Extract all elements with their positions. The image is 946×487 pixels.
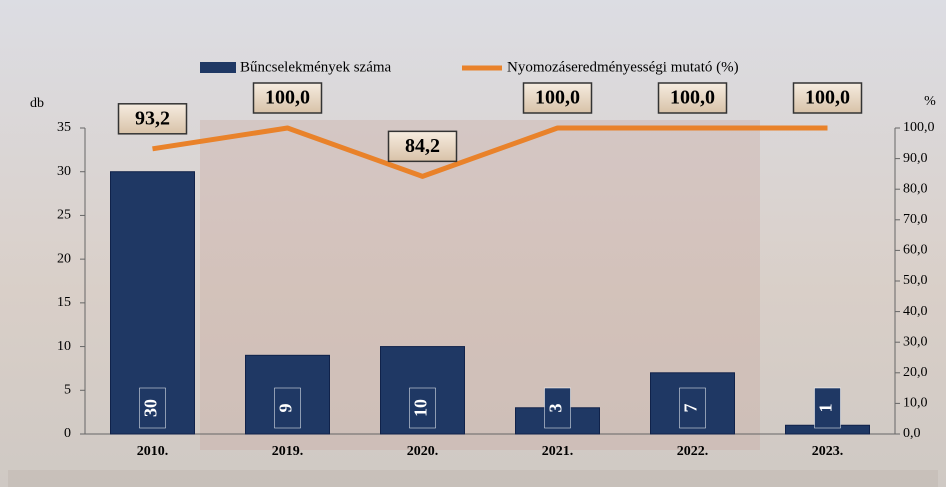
- y2-tick-label: 40,0: [903, 304, 928, 319]
- y2-tick-label: 30,0: [903, 334, 928, 349]
- chart: Bűncselekmények száma Nyomozáseredményes…: [0, 0, 946, 487]
- y-tick-label: 35: [57, 120, 71, 135]
- x-tick-label: 2021.: [542, 444, 574, 459]
- y-tick-label: 0: [64, 426, 71, 441]
- y2-tick-label: 90,0: [903, 151, 928, 166]
- y-tick-label: 15: [57, 295, 71, 310]
- y-tick-label: 5: [64, 383, 71, 398]
- y-axis-label: db: [30, 96, 44, 111]
- line-value-label: 100,0: [535, 87, 580, 109]
- line-value-label: 84,2: [405, 135, 440, 157]
- y2-tick-label: 100,0: [903, 120, 935, 135]
- bar-value-label: 3: [546, 404, 566, 413]
- bar-value-label: 9: [276, 404, 296, 413]
- y2-tick-label: 20,0: [903, 365, 928, 380]
- y-tick-label: 25: [57, 208, 71, 223]
- x-tick-label: 2022.: [677, 444, 709, 459]
- y2-tick-label: 10,0: [903, 396, 928, 411]
- line-value-label: 100,0: [805, 87, 850, 109]
- legend-swatch-bar: [200, 62, 236, 73]
- y2-tick-label: 0,0: [903, 426, 921, 441]
- y2-tick-label: 70,0: [903, 212, 928, 227]
- bar-value-label: 30: [141, 399, 161, 417]
- y-tick-label: 20: [57, 251, 71, 266]
- y-tick-label: 30: [57, 164, 71, 179]
- legend-label: Bűncselekmények száma: [240, 59, 392, 75]
- bar-value-label: 10: [411, 399, 431, 417]
- line-value-label: 100,0: [670, 87, 715, 109]
- line-value-label: 100,0: [265, 87, 310, 109]
- legend-label: Nyomozáseredményességi mutató (%): [507, 59, 739, 75]
- y2-tick-label: 50,0: [903, 273, 928, 288]
- ground: [8, 470, 938, 487]
- x-tick-label: 2019.: [272, 444, 304, 459]
- y2-tick-label: 60,0: [903, 243, 928, 258]
- x-tick-label: 2010.: [137, 444, 169, 459]
- y2-axis-label: %: [924, 94, 936, 109]
- x-tick-label: 2023.: [812, 444, 844, 459]
- bar-value-label: 7: [681, 404, 701, 413]
- bar-value-label: 1: [816, 404, 836, 413]
- x-tick-label: 2020.: [407, 444, 439, 459]
- y2-tick-label: 80,0: [903, 181, 928, 196]
- line-value-label: 93,2: [135, 107, 170, 129]
- y-tick-label: 10: [57, 339, 71, 354]
